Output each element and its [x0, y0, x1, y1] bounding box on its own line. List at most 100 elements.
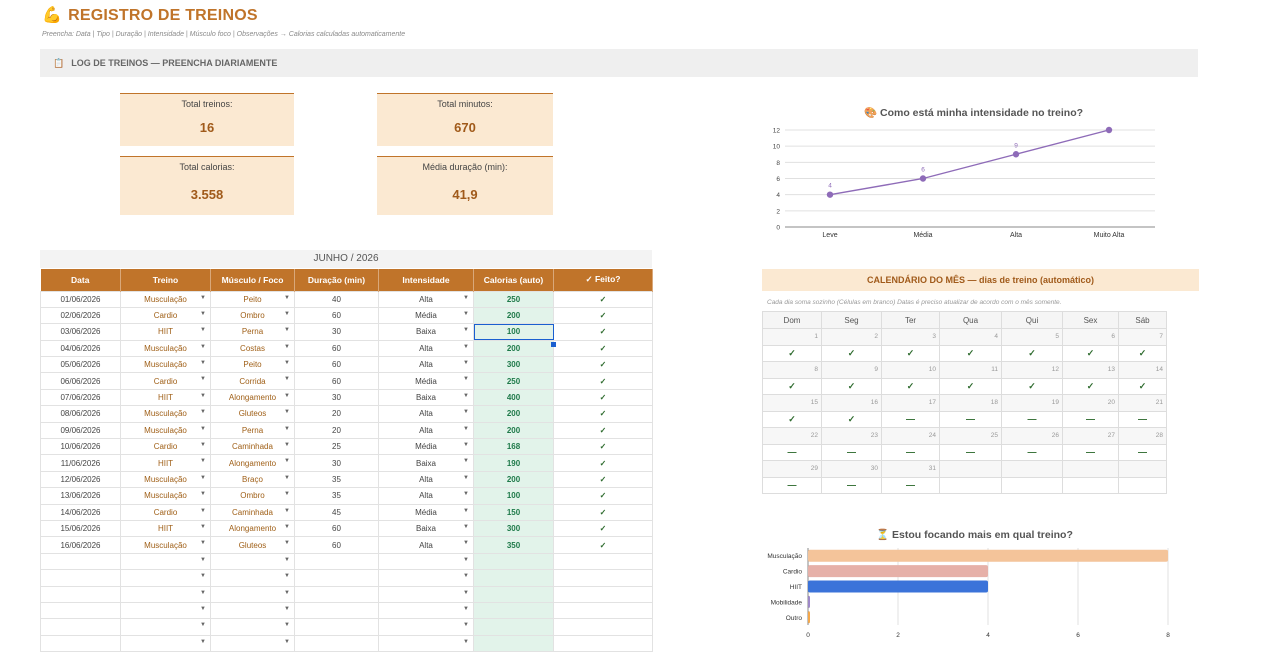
training-type-cell[interactable]: Musculação ▼ [120, 290, 211, 308]
dropdown-arrow-icon[interactable]: ▼ [200, 409, 206, 416]
dropdown-arrow-icon[interactable]: ▼ [200, 294, 206, 301]
done-cell[interactable] [553, 618, 653, 636]
muscle-focus-cell[interactable]: Corrida ▼ [210, 372, 295, 390]
column-header[interactable]: Músculo / Foco [210, 269, 295, 291]
calendar-day-mark[interactable] [1118, 476, 1167, 494]
intensity-data-point[interactable] [1012, 151, 1020, 158]
calendar-day-mark[interactable]: ✓ [881, 344, 940, 362]
muscle-focus-cell[interactable]: Gluteos ▼ [210, 536, 295, 554]
dropdown-arrow-icon[interactable]: ▼ [463, 556, 469, 563]
done-cell[interactable]: ✓ [553, 339, 653, 358]
intensity-cell[interactable]: Alta ▼ [378, 470, 474, 489]
training-type-cell[interactable]: ▼ [120, 618, 211, 636]
column-header[interactable]: Calorias (auto) [473, 269, 554, 291]
date-cell[interactable]: 14/06/2026 [40, 503, 121, 521]
muscle-focus-cell[interactable]: Alongamento ▼ [210, 519, 295, 538]
calendar-day-mark[interactable]: ✓ [821, 377, 882, 395]
dropdown-arrow-icon[interactable]: ▼ [463, 589, 469, 596]
duration-cell[interactable] [294, 634, 379, 653]
muscle-focus-cell[interactable]: Perna ▼ [210, 323, 295, 341]
intensity-cell[interactable]: ▼ [378, 634, 474, 653]
dropdown-arrow-icon[interactable]: ▼ [284, 589, 290, 596]
column-header[interactable]: Intensidade [378, 269, 474, 291]
intensity-cell[interactable]: Alta ▼ [378, 356, 474, 374]
training-type-cell[interactable]: HIIT ▼ [120, 323, 211, 341]
intensity-cell[interactable]: Baixa ▼ [378, 388, 474, 407]
done-cell[interactable]: ✓ [553, 438, 653, 456]
done-cell[interactable]: ✓ [553, 356, 653, 374]
dropdown-arrow-icon[interactable]: ▼ [284, 294, 290, 301]
dropdown-arrow-icon[interactable]: ▼ [200, 392, 206, 399]
done-cell[interactable]: ✓ [553, 405, 653, 423]
calories-cell[interactable]: 200 [473, 470, 554, 489]
intensity-cell[interactable]: ▼ [378, 618, 474, 636]
calories-cell[interactable] [473, 601, 554, 620]
muscle-focus-cell[interactable]: Perna ▼ [210, 421, 295, 440]
duration-cell[interactable]: 45 [294, 503, 379, 521]
calories-cell[interactable] [473, 552, 554, 571]
calendar-day-mark[interactable]: ✓ [762, 377, 822, 395]
date-cell[interactable]: 15/06/2026 [40, 519, 121, 538]
intensity-cell[interactable]: Alta ▼ [378, 405, 474, 423]
dropdown-arrow-icon[interactable]: ▼ [200, 310, 206, 317]
duration-cell[interactable]: 35 [294, 487, 379, 505]
duration-cell[interactable]: 60 [294, 536, 379, 554]
duration-cell[interactable]: 30 [294, 323, 379, 341]
intensity-cell[interactable]: Alta ▼ [378, 339, 474, 358]
muscle-focus-cell[interactable]: Peito ▼ [210, 290, 295, 308]
dropdown-arrow-icon[interactable]: ▼ [200, 540, 206, 547]
training-type-cell[interactable]: Musculação ▼ [120, 536, 211, 554]
date-cell[interactable]: 04/06/2026 [40, 339, 121, 358]
dropdown-arrow-icon[interactable]: ▼ [200, 523, 206, 530]
dropdown-arrow-icon[interactable]: ▼ [284, 491, 290, 498]
selection-fill-handle[interactable] [551, 342, 556, 347]
calories-cell[interactable]: 400 [473, 388, 554, 407]
calendar-day-mark[interactable]: ✓ [1062, 377, 1119, 395]
dropdown-arrow-icon[interactable]: ▼ [463, 605, 469, 612]
training-type-cell[interactable]: Cardio ▼ [120, 372, 211, 390]
dropdown-arrow-icon[interactable]: ▼ [200, 425, 206, 432]
done-cell[interactable]: ✓ [553, 503, 653, 521]
calendar-day-mark[interactable]: ✓ [1118, 344, 1167, 362]
calories-cell[interactable]: 300 [473, 519, 554, 538]
duration-cell[interactable] [294, 552, 379, 571]
date-cell[interactable]: 10/06/2026 [40, 438, 121, 456]
calendar-day-mark[interactable]: — [1062, 410, 1119, 428]
duration-cell[interactable]: 60 [294, 519, 379, 538]
dropdown-arrow-icon[interactable]: ▼ [463, 409, 469, 416]
dropdown-arrow-icon[interactable]: ▼ [200, 442, 206, 449]
calendar-day-mark[interactable]: — [1001, 443, 1063, 461]
dropdown-arrow-icon[interactable]: ▼ [284, 474, 290, 481]
dropdown-arrow-icon[interactable]: ▼ [284, 638, 290, 645]
dropdown-arrow-icon[interactable]: ▼ [284, 310, 290, 317]
calories-cell[interactable]: 100 [473, 487, 554, 505]
muscle-focus-cell[interactable]: Caminhada ▼ [210, 438, 295, 456]
column-header[interactable]: ✓ Feito? [553, 269, 653, 291]
calories-cell[interactable]: 250 [473, 290, 554, 308]
calendar-day-mark[interactable]: — [762, 443, 822, 461]
date-cell[interactable]: 11/06/2026 [40, 454, 121, 472]
intensity-cell[interactable]: Baixa ▼ [378, 519, 474, 538]
date-cell[interactable]: 06/06/2026 [40, 372, 121, 390]
training-type-cell[interactable]: ▼ [120, 552, 211, 571]
dropdown-arrow-icon[interactable]: ▼ [284, 360, 290, 367]
dropdown-arrow-icon[interactable]: ▼ [284, 622, 290, 629]
dropdown-arrow-icon[interactable]: ▼ [463, 392, 469, 399]
training-type-cell[interactable]: Cardio ▼ [120, 438, 211, 456]
column-header[interactable]: Duração (min) [294, 269, 379, 291]
date-cell[interactable] [40, 601, 121, 620]
duration-cell[interactable]: 60 [294, 306, 379, 325]
dropdown-arrow-icon[interactable]: ▼ [463, 507, 469, 514]
date-cell[interactable] [40, 585, 121, 603]
calendar-day-mark[interactable]: ✓ [762, 410, 822, 428]
calories-cell[interactable]: 150 [473, 503, 554, 521]
calendar-day-mark[interactable]: — [939, 443, 1002, 461]
dropdown-arrow-icon[interactable]: ▼ [200, 573, 206, 580]
training-type-cell[interactable]: ▼ [120, 569, 211, 587]
date-cell[interactable]: 07/06/2026 [40, 388, 121, 407]
dropdown-arrow-icon[interactable]: ▼ [463, 310, 469, 317]
dropdown-arrow-icon[interactable]: ▼ [200, 507, 206, 514]
date-cell[interactable]: 12/06/2026 [40, 470, 121, 489]
muscle-focus-cell[interactable]: Gluteos ▼ [210, 405, 295, 423]
calendar-day-mark[interactable]: ✓ [821, 344, 882, 362]
